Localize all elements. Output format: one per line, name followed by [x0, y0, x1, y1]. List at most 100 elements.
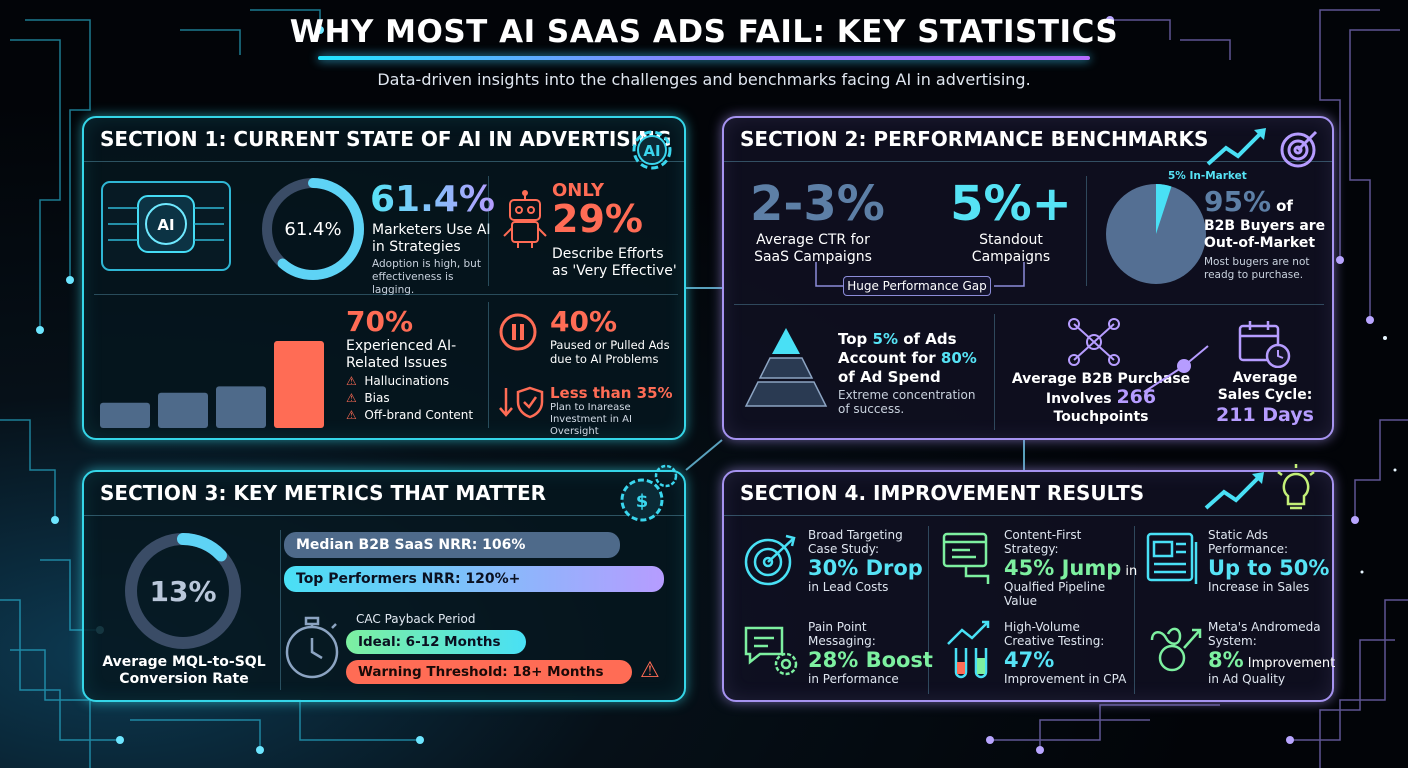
warning-icon: ⚠: [346, 391, 357, 405]
target-icon: [744, 534, 796, 586]
stat-cycle-label: Average Sales Cycle:: [1217, 370, 1313, 403]
stat-oversight-label: Plan to Inarease Investment in AI Oversi…: [550, 402, 632, 437]
stat-ctr-label: Average CTR for SaaS Campaigns: [754, 232, 872, 265]
stat-b2b-suffix: of: [1276, 197, 1293, 215]
section-1-panel: SECTION 1: CURRENT STATE OF AI IN ADVERT…: [82, 116, 686, 440]
stat-b2b-label: B2B Buyers are Out-of-Market: [1204, 218, 1326, 251]
meta-infinity-icon: [1150, 627, 1202, 672]
section-4-header: SECTION 4. IMPROVEMENT RESULTS: [724, 472, 1332, 516]
conversion-ring-label: 13%: [149, 575, 216, 608]
cac-warning-bar: Warning Threshold: 18+ Months: [346, 660, 632, 684]
gap-label: Huge Performance Gap: [843, 276, 991, 296]
section-1-title: SECTION 1: CURRENT STATE OF AI IN ADVERT…: [100, 127, 672, 151]
improvement-item-1: Broad Targeting Case Study: 30% Drop in …: [808, 528, 926, 594]
improvement-item-3: Static Ads Performance: Up to 50% Increa…: [1208, 528, 1330, 594]
ai-issues-bar-chart: [100, 341, 324, 428]
chart-bar: [158, 392, 208, 428]
issue-off-brand: Off-brand Content: [364, 408, 474, 422]
warning-icon: ⚠: [346, 374, 357, 388]
stat-standout-label: Standout Campaigns: [971, 232, 1051, 265]
stat-paused-label: Paused or Pulled Ads due to AI Problems: [550, 338, 670, 366]
in-market-slice: [1156, 184, 1172, 234]
improvement-title: High-Volume Creative Testing:: [1004, 620, 1105, 648]
stat-top-mid: of Ads Account for: [838, 330, 957, 367]
page-title: WHY MOST AI SAAS ADS FAIL: KEY STATISTIC…: [289, 14, 1119, 50]
section-1-hdivider: [94, 294, 678, 295]
improvement-value: 47%: [1004, 648, 1055, 672]
stat-cycle-value: 211 Days: [1216, 404, 1314, 426]
section-2-divider: [1086, 176, 1087, 286]
stat-ai-usage-value: 61.4%: [370, 179, 495, 220]
section-1-divider: [488, 176, 489, 286]
robot-icon: [503, 190, 547, 248]
stat-top-value2: 80%: [940, 349, 977, 367]
issue-item: ⚠ Hallucinations: [346, 374, 473, 391]
newspaper-icon: [1146, 532, 1198, 584]
stat-top-prefix: Top: [838, 330, 868, 348]
section-3-header: SECTION 3: KEY METRICS THAT MATTER: [84, 472, 684, 516]
stopwatch-icon: [285, 616, 339, 679]
adoption-ring-progress: [262, 178, 364, 280]
stat-ai-usage-label: Marketers Use AI in Strategies: [372, 222, 491, 255]
improvement-value-line: 45% Jump in: [1004, 556, 1137, 580]
section-4-title: SECTION 4. IMPROVEMENT RESULTS: [740, 481, 1145, 505]
network-icon: [1068, 318, 1120, 366]
section-3-panel: SECTION 3: KEY METRICS THAT MATTER $ 13%…: [82, 464, 686, 702]
stat-touch-suffix: Touchpoints: [1053, 409, 1149, 425]
issue-item: ⚠ Off-brand Content: [346, 408, 473, 425]
trend-target-icon: [1206, 128, 1318, 168]
improvement-item-6: Meta's Andromeda System: 8% Improvement …: [1208, 620, 1335, 686]
gap-bracket: [815, 262, 1025, 287]
pyramid-icon: [744, 328, 828, 407]
section-1-divider-2: [488, 302, 489, 428]
improvement-sub: Improvement in CPA: [1004, 672, 1127, 686]
improvement-sub: in Ad Quality: [1208, 672, 1286, 686]
improvement-item-4: Pain Point Messaging: 28% Boost in Perfo…: [808, 620, 933, 686]
cac-label: CAC Payback Period: [356, 612, 476, 626]
improvement-value: 30% Drop: [808, 556, 923, 580]
chart-bar: [274, 341, 324, 428]
section-2-divider-2: [994, 314, 995, 430]
stat-effective-label: Describe Efforts as 'Very Effective': [552, 246, 677, 279]
chat-gear-icon: [744, 626, 798, 676]
section-2-title: SECTION 2: PERFORMANCE BENCHMARKS: [740, 127, 1209, 151]
chart-bar: [216, 386, 266, 428]
issue-hallucinations: Hallucinations: [364, 374, 450, 388]
stat-top-note: Extreme concentration of success.: [838, 388, 976, 416]
conversion-ring-chart: 13%: [125, 533, 241, 649]
nrr-top-bar: Top Performers NRR: 120%+: [284, 566, 664, 592]
stat-top-end: of Ad Spend: [838, 368, 941, 386]
market-pie-chart: [1106, 184, 1206, 284]
pie-in-market-label: 5% In-Market: [1168, 170, 1247, 182]
section-4-panel: SECTION 4. IMPROVEMENT RESULTS: [722, 464, 1335, 702]
growth-bulb-icon: [1204, 464, 1315, 510]
cac-ideal-bar: Ideal: 6-12 Months: [346, 630, 526, 654]
improvement-title: Broad Targeting Case Study:: [808, 528, 903, 556]
section-3-divider: [280, 530, 281, 690]
improvement-value: 8%: [1208, 648, 1244, 672]
adoption-ring-chart: 61.4%: [262, 178, 364, 280]
improvement-value: Up to 50%: [1208, 556, 1330, 580]
section-2-panel: SECTION 2: PERFORMANCE BENCHMARKS 2-3% A…: [722, 116, 1334, 440]
improvement-item-5: High-Volume Creative Testing: 47% Improv…: [1004, 620, 1132, 686]
stat-effective-prefix: ONLY: [552, 180, 605, 201]
ai-brain-chip-icon-text: AI: [157, 216, 174, 234]
stat-oversight-value: Less than 35%: [550, 384, 673, 402]
stat-ai-usage-note: Adoption is high, but effectiveness is l…: [372, 258, 481, 296]
section-2-hdivider: [734, 304, 1324, 305]
connector-node: [1143, 345, 1209, 393]
improvement-sub: in Lead Costs: [808, 580, 889, 594]
section-2-header: SECTION 2: PERFORMANCE BENCHMARKS: [724, 118, 1332, 162]
content-funnel-icon: [942, 532, 990, 584]
page-subtitle: Data-driven insights into the challenges…: [377, 70, 1031, 89]
stat-issues-value: 70%: [346, 305, 414, 338]
improvement-title: Static Ads Performance:: [1208, 528, 1289, 556]
adoption-ring-label: 61.4%: [284, 219, 341, 240]
ai-gear-icon-text: AI: [643, 142, 660, 160]
issue-item: ⚠ Bias: [346, 391, 473, 408]
improvement-sub: Qualfied Pipeline Value: [1004, 580, 1106, 608]
section-4-divider: [928, 526, 929, 694]
stat-touchpoints: Average B2B Purchase Involves 266 Touchp…: [1008, 370, 1194, 426]
conversion-caption: Average MQL-to-SQL Conversion Rate: [102, 654, 266, 687]
